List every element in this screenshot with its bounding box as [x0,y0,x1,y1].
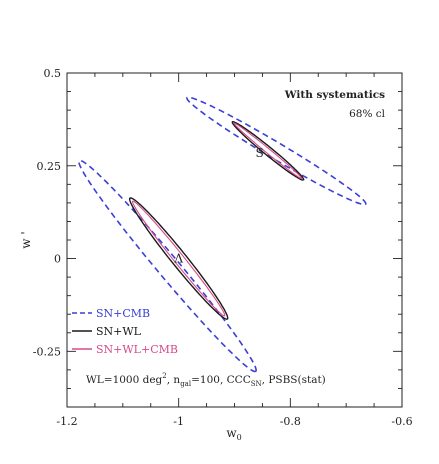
contour-sn-cmb-3 [187,97,366,204]
legend-label-sn-wl: SN+WL [96,325,142,338]
x-tick-label: -0.8 [280,415,301,428]
systematics-annotation: With systematics [284,89,385,101]
survey-note: WL=1000 deg2, ngal=100, CCCSN, PSBS(stat… [86,372,326,388]
y-tick-label: 0 [54,253,61,266]
x-tick-label: -1.2 [56,415,77,428]
x-axis-label: w0 [226,426,241,442]
x-tick-label: -0.6 [391,415,412,428]
legend: SN+CMB SN+WL SN+WL+CMB [72,307,178,356]
y-axis-label: w ' [19,231,33,248]
confidence-level-annotation: 68% cl [349,108,386,120]
y-tick-label: 0.25 [37,160,62,173]
y-tick-label: -0.25 [33,345,61,358]
y-tick-label: 0.5 [44,67,62,80]
contour-sn-cmb-0 [79,160,256,371]
legend-label-sn-wl-cmb: SN+WL+CMB [96,343,178,356]
region-label-s: S [256,146,264,160]
legend-label-sn-cmb: SN+CMB [96,307,150,320]
x-tick-label: -1 [173,415,184,428]
region-label-lambda: Λ [173,252,183,266]
